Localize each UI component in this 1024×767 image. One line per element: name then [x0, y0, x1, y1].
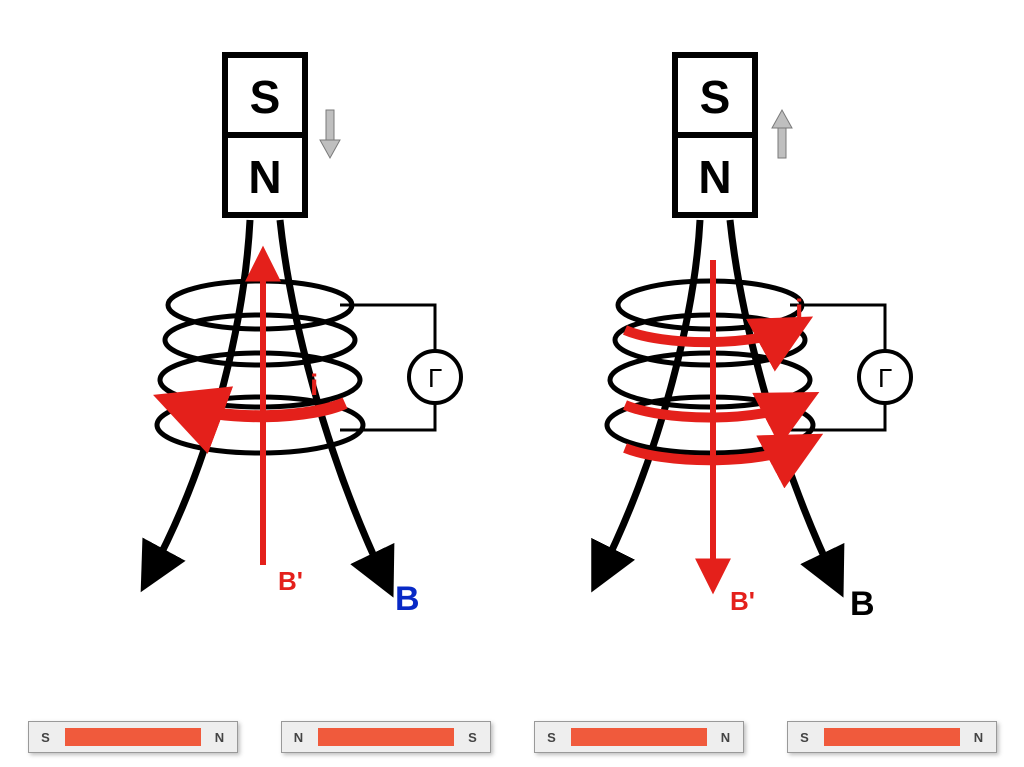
galvanometer-label: Г: [428, 363, 442, 393]
diagram-left-svg: Г S N: [95, 35, 515, 655]
magnet-bar: S N: [225, 55, 305, 215]
chip-left-cap: S: [535, 722, 569, 752]
diagram-right-svg: Г S N: [530, 35, 970, 655]
induced-b-label: B': [730, 586, 755, 616]
external-b-label: B: [850, 585, 875, 623]
chip-mid: [824, 728, 960, 746]
chip-right-cap: N: [709, 722, 743, 752]
chip-left-cap: S: [29, 722, 63, 752]
chip-left-cap: S: [788, 722, 822, 752]
motion-arrow: [772, 110, 792, 158]
wires: Г: [790, 305, 911, 430]
chip-mid: [571, 728, 707, 746]
diagram-right: Г S N: [530, 35, 970, 655]
magnet-bar: S N: [675, 55, 755, 215]
wires: Г: [340, 305, 461, 430]
diagram-left: Г S N: [95, 35, 515, 655]
bar-magnet-chip[interactable]: S N: [787, 721, 997, 753]
magnet-bottom-label: N: [698, 151, 731, 203]
induced-b-label: B': [278, 566, 303, 596]
bottom-bar: S N N S S N S N: [0, 707, 1024, 767]
bar-magnet-chip[interactable]: S N: [534, 721, 744, 753]
bar-magnet-chip[interactable]: N S: [281, 721, 491, 753]
stage: Г S N: [0, 0, 1024, 767]
galvanometer-label: Г: [878, 363, 892, 393]
chip-right-cap: N: [203, 722, 237, 752]
magnet-top-label: S: [250, 71, 281, 123]
chip-mid: [65, 728, 201, 746]
magnet-top-label: S: [700, 71, 731, 123]
chip-left-cap: N: [282, 722, 316, 752]
current-label: i: [310, 369, 318, 402]
bar-magnet-chip[interactable]: S N: [28, 721, 238, 753]
magnet-bottom-label: N: [248, 151, 281, 203]
current-label: i: [795, 294, 803, 327]
motion-arrow: [320, 110, 340, 158]
chip-right-cap: N: [962, 722, 996, 752]
chip-right-cap: S: [456, 722, 490, 752]
external-b-label: B: [395, 580, 420, 618]
chip-mid: [318, 728, 454, 746]
